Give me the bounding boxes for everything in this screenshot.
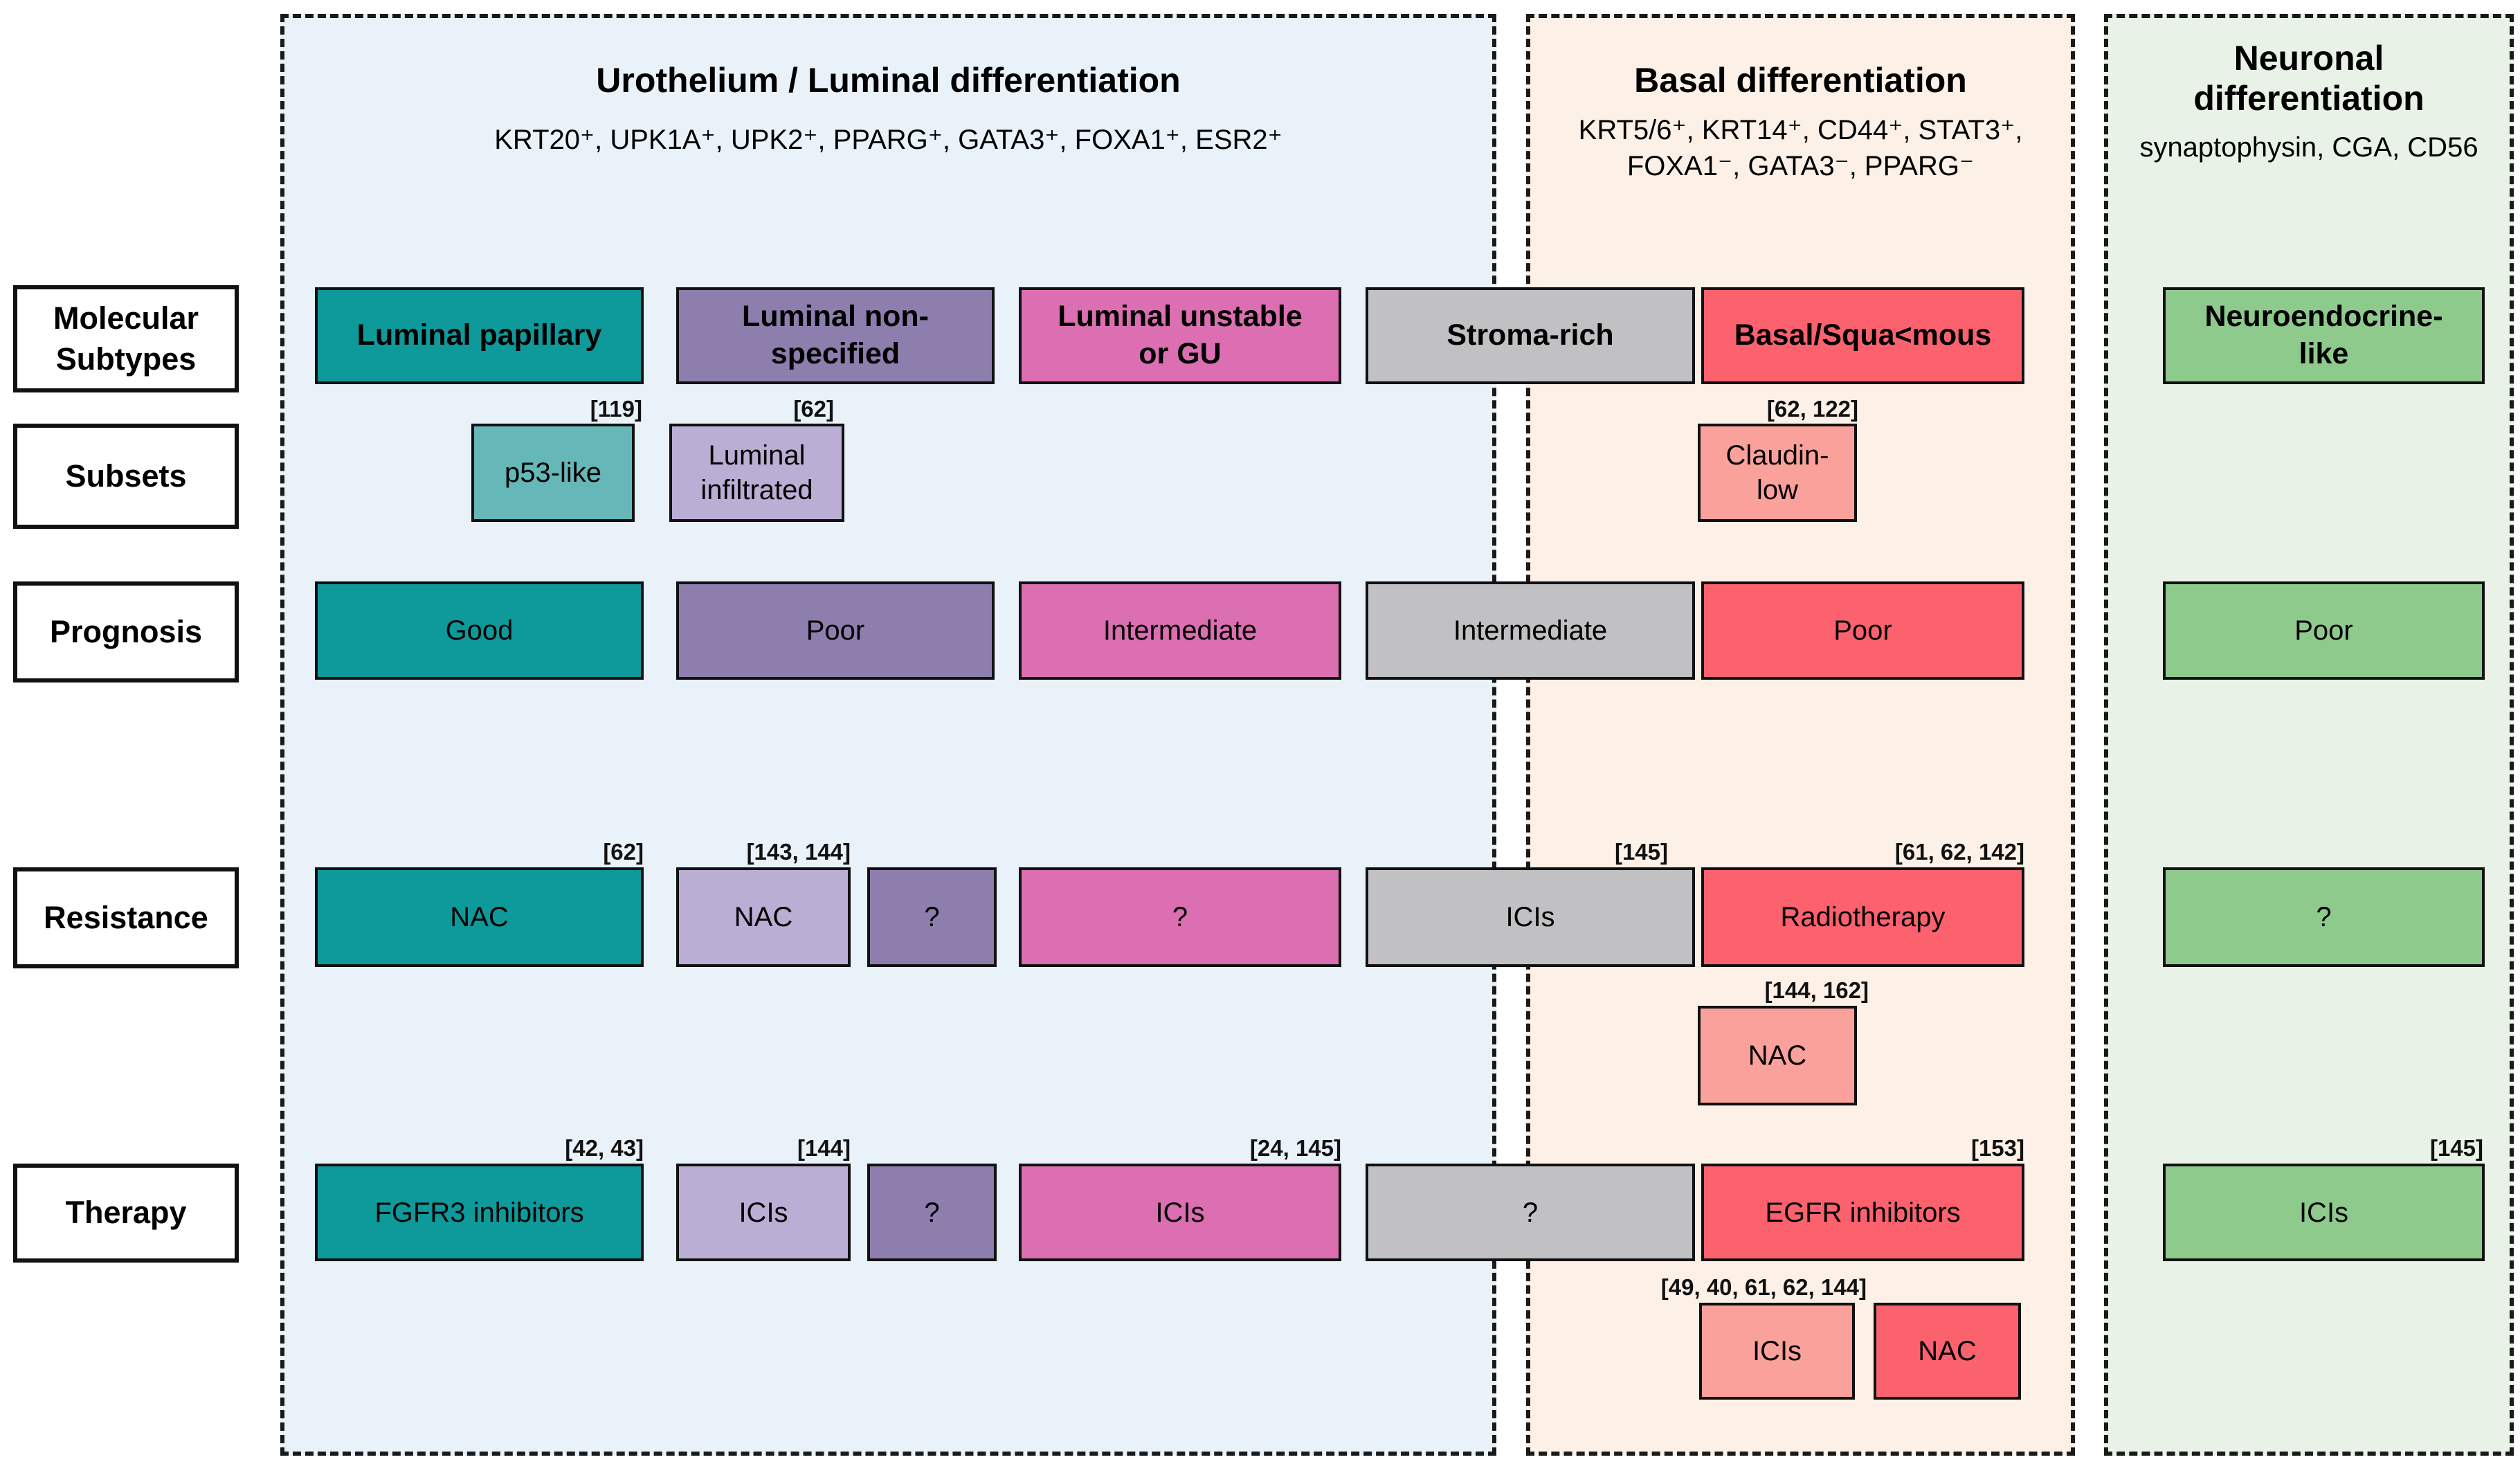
therapy-box-basal-icis: ICIs — [1699, 1303, 1855, 1400]
box-label: Poor — [2294, 615, 2353, 646]
resistance-box-basal-nac: NAC — [1698, 1006, 1857, 1105]
row-label-resistance: Resistance — [13, 867, 239, 968]
therapy-box-stroma-rich: ? — [1366, 1164, 1695, 1261]
box-label: ICIs — [1752, 1336, 1802, 1366]
subtype-box-neuroendocrine-like: Neuroendocrine- like — [2163, 287, 2485, 384]
box-label: Luminal non- specified — [742, 300, 929, 370]
ref-therapy-basal-icis-nac: [49, 40, 61, 62, 144] — [1660, 1274, 1867, 1300]
therapy-box-basal-squamous: EGFR inhibitors — [1701, 1164, 2024, 1261]
box-label: Luminal papillary — [356, 318, 602, 352]
subtype-box-luminal-papillary: Luminal papillary — [315, 287, 644, 384]
box-label: ICIs — [1505, 902, 1555, 932]
ref-resistance-stroma-rich: [145] — [1614, 839, 1668, 865]
box-label: ? — [2316, 902, 2332, 932]
box-label: NAC — [1748, 1040, 1807, 1071]
row-label-molecular-subtypes: Molecular Subtypes — [13, 285, 239, 392]
box-label: Luminal infiltrated — [700, 440, 813, 505]
box-label: ? — [924, 902, 940, 932]
box-label: Poor — [1833, 615, 1892, 646]
ref-therapy-luminal-non-specified: [144] — [797, 1135, 851, 1161]
therapy-box-luminal-unstable-gu: ICIs — [1019, 1164, 1341, 1261]
ref-luminal-infiltrated: [62] — [793, 396, 834, 422]
ref-resistance-basal-squamous: [61, 62, 142] — [1894, 839, 2024, 865]
box-label: NAC — [1918, 1336, 1977, 1366]
ref-resistance-basal-nac: [144, 162] — [1764, 977, 1869, 1003]
box-label: p53-like — [504, 458, 602, 488]
row-label-prognosis: Prognosis — [13, 581, 239, 683]
box-label: ICIs — [1155, 1197, 1205, 1228]
subset-box-luminal-infiltrated: Luminal infiltrated — [669, 424, 844, 522]
ref-therapy-basal-squamous: [153] — [1970, 1135, 2024, 1161]
box-label: ? — [1172, 902, 1188, 932]
resistance-box-stroma-rich: ICIs — [1366, 867, 1695, 967]
ref-resistance-luminal-non-specified: [143, 144] — [746, 839, 851, 865]
prognosis-box-luminal-papillary: Good — [315, 581, 644, 680]
region-markers: synaptophysin, CGA, CD56 — [2139, 132, 2478, 163]
therapy-box-luminal-non-specified: ICIs — [676, 1164, 851, 1261]
row-label-subsets: Subsets — [13, 424, 239, 529]
subset-box-p53-like: p53-like — [471, 424, 635, 522]
resistance-box-luminal-papillary: NAC — [315, 867, 644, 967]
box-label: ? — [924, 1197, 940, 1228]
box-label: ? — [1522, 1197, 1539, 1228]
box-label: Poor — [806, 615, 865, 646]
box-label: EGFR inhibitors — [1765, 1197, 1961, 1228]
box-label: ICIs — [738, 1197, 788, 1228]
ref-p53-like: [119] — [590, 396, 642, 422]
ref-therapy-luminal-unstable-gu: [24, 145] — [1249, 1135, 1341, 1161]
ref-resistance-luminal-papillary: [62] — [603, 839, 644, 865]
subtype-box-basal-squamous: Basal/Squa<mous — [1701, 287, 2024, 384]
box-label: ICIs — [2299, 1197, 2349, 1228]
resistance-box-neuroendocrine-like: ? — [2163, 867, 2485, 967]
box-label: Luminal unstable or GU — [1058, 300, 1303, 370]
prognosis-box-stroma-rich: Intermediate — [1366, 581, 1695, 680]
region-markers: KRT20⁺, UPK1A⁺, UPK2⁺, PPARG⁺, GATA3⁺, F… — [494, 124, 1282, 155]
box-label: FGFR3 inhibitors — [374, 1197, 584, 1228]
ref-therapy-luminal-papillary: [42, 43] — [565, 1135, 644, 1161]
ref-therapy-neuroendocrine-like: [145] — [2429, 1135, 2483, 1161]
resistance-box-luminal-non-specified-unknown: ? — [867, 867, 997, 967]
row-label-therapy: Therapy — [13, 1164, 239, 1263]
resistance-box-luminal-unstable-gu: ? — [1019, 867, 1341, 967]
prognosis-box-neuroendocrine-like: Poor — [2163, 581, 2485, 680]
box-label: NAC — [450, 902, 509, 932]
prognosis-box-luminal-unstable-gu: Intermediate — [1019, 581, 1341, 680]
therapy-box-neuroendocrine-like: ICIs — [2163, 1164, 2485, 1261]
therapy-box-basal-nac: NAC — [1874, 1303, 2021, 1400]
region-title: Neuronal differentiation — [2193, 39, 2424, 118]
region-title: Urothelium / Luminal differentiation — [596, 61, 1181, 100]
region-title: Basal differentiation — [1634, 61, 1967, 100]
prognosis-box-luminal-non-specified: Poor — [676, 581, 995, 680]
box-label: Good — [445, 615, 514, 646]
resistance-box-basal-squamous: Radiotherapy — [1701, 867, 2024, 967]
therapy-box-luminal-non-specified-unknown: ? — [867, 1164, 997, 1261]
box-label: Claudin- low — [1725, 440, 1829, 505]
box-label: Intermediate — [1453, 615, 1608, 646]
box-label: Stroma-rich — [1447, 318, 1614, 352]
box-label: NAC — [734, 902, 793, 932]
subtype-box-luminal-unstable-gu: Luminal unstable or GU — [1019, 287, 1341, 384]
therapy-box-luminal-papillary: FGFR3 inhibitors — [315, 1164, 644, 1261]
prognosis-box-basal-squamous: Poor — [1701, 581, 2024, 680]
subtype-box-luminal-non-specified: Luminal non- specified — [676, 287, 995, 384]
box-label: Intermediate — [1103, 615, 1258, 646]
ref-claudin-low: [62, 122] — [1766, 396, 1858, 422]
box-label: Neuroendocrine- like — [2204, 300, 2443, 370]
region-markers: KRT5/6⁺, KRT14⁺, CD44⁺, STAT3⁺, FOXA1⁻, … — [1578, 114, 2023, 181]
subset-box-claudin-low: Claudin- low — [1698, 424, 1857, 522]
box-label: Radiotherapy — [1780, 902, 1946, 932]
resistance-box-luminal-non-specified: NAC — [676, 867, 851, 967]
box-label: Basal/Squa<mous — [1734, 318, 1992, 352]
subtype-box-stroma-rich: Stroma-rich — [1366, 287, 1695, 384]
